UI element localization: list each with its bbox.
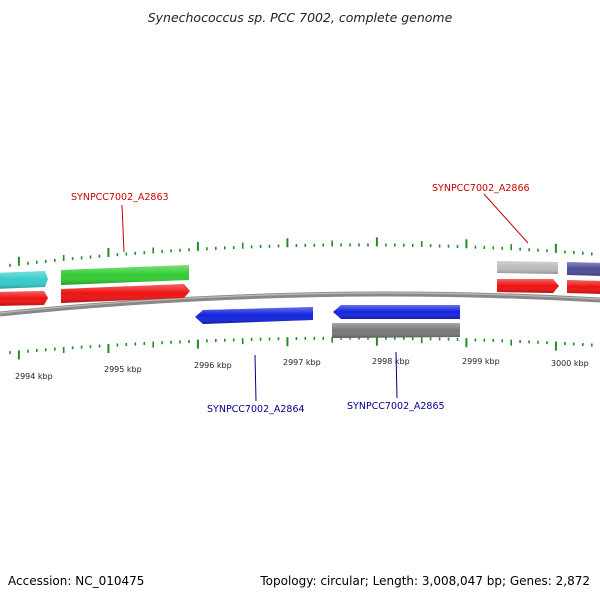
scale-label-2998: 2998 kbp: [372, 357, 410, 366]
gene-red-left-edge[interactable]: [0, 291, 48, 306]
leader-line-a2863: [121, 204, 125, 253]
scale-label-2999: 2999 kbp: [462, 357, 500, 366]
outer-tick-marks: [9, 237, 593, 267]
gene-label-a2864[interactable]: SYNPCC7002_A2864: [207, 404, 305, 415]
gene-red-right-edge[interactable]: [567, 280, 600, 294]
gene-grey-reverse[interactable]: [332, 323, 460, 338]
scale-label-2995: 2995 kbp: [104, 365, 142, 374]
scale-label-3000: 3000 kbp: [551, 359, 589, 368]
genome-summary: Topology: circular; Length: 3,008,047 bp…: [260, 574, 590, 588]
genome-title: Synechococcus sp. PCC 7002, complete gen…: [147, 10, 453, 25]
inner-tick-marks: [9, 336, 593, 360]
scale-label-2997: 2997 kbp: [283, 358, 321, 367]
genome-backbone: [0, 291, 600, 317]
gene-red-a2866[interactable]: [497, 279, 559, 293]
gene-silver[interactable]: [497, 261, 558, 274]
leader-line-a2866: [483, 193, 529, 244]
accession-label: Accession: NC_010475: [8, 574, 145, 588]
genome-backbone-highlight: [0, 292, 600, 314]
gene-green[interactable]: [61, 265, 189, 285]
gene-blue-a2864[interactable]: [195, 307, 313, 324]
gene-red-a2863[interactable]: [61, 284, 190, 303]
leader-line-a2865: [395, 351, 398, 399]
scale-label-2994: 2994 kbp: [15, 372, 53, 381]
gene-purple[interactable]: [567, 262, 600, 276]
gene-label-a2863[interactable]: SYNPCC7002_A2863: [71, 192, 169, 203]
gene-blue-a2865[interactable]: [333, 305, 460, 319]
gene-label-a2866[interactable]: SYNPCC7002_A2866: [432, 183, 530, 194]
leader-line-a2864: [254, 354, 257, 402]
scale-label-2996: 2996 kbp: [194, 361, 232, 370]
gene-cyan[interactable]: [0, 271, 48, 289]
gene-label-a2865[interactable]: SYNPCC7002_A2865: [347, 401, 445, 412]
